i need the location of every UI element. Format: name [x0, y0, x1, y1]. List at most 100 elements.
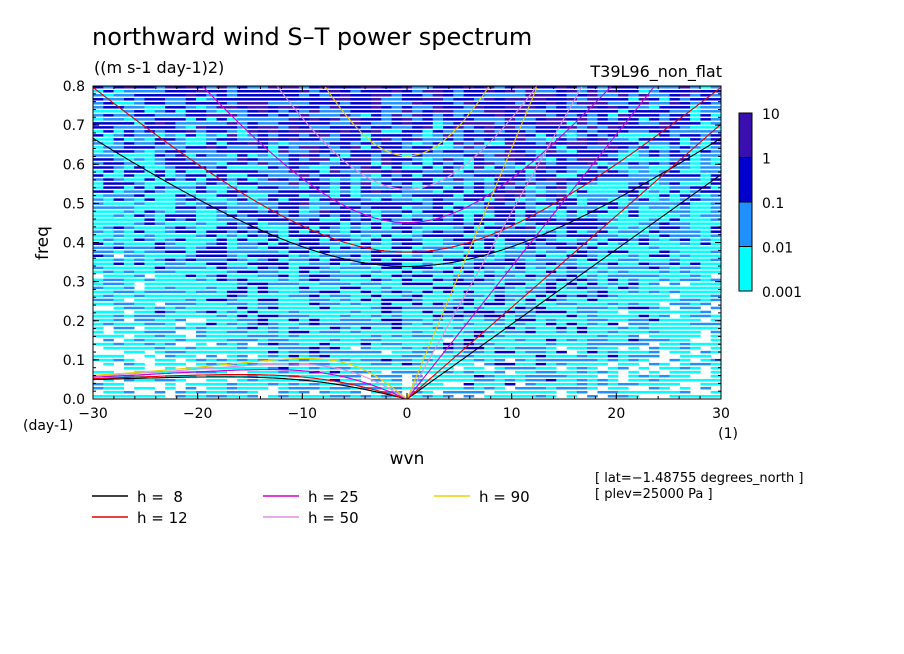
heatmap-cell	[566, 230, 578, 233]
heatmap-cell	[185, 102, 228, 105]
heatmap-cell	[535, 122, 567, 125]
heatmap-cell	[165, 186, 197, 189]
heatmap-cell	[473, 298, 495, 302]
heatmap-cell	[195, 346, 238, 350]
heatmap-cell	[669, 358, 681, 362]
heatmap-cell	[566, 226, 598, 229]
heatmap-cell	[566, 298, 588, 302]
heatmap-cell	[453, 170, 464, 173]
heatmap-cell	[576, 170, 588, 173]
heatmap-cell	[648, 226, 660, 229]
heatmap-cell	[463, 102, 475, 105]
heatmap-cell	[525, 326, 536, 330]
heatmap-cell	[597, 334, 609, 338]
heatmap-cell	[463, 150, 506, 153]
heatmap-cell	[669, 266, 681, 270]
heatmap-cell	[700, 94, 712, 97]
heatmap-cell	[628, 270, 660, 274]
heatmap-cell	[360, 286, 382, 290]
heatmap-cell	[278, 350, 289, 354]
heatmap-cell	[597, 182, 629, 185]
heatmap-cell	[350, 262, 361, 266]
heatmap-cell	[669, 158, 681, 161]
heatmap-cell	[165, 86, 176, 89]
heatmap-cell	[391, 158, 413, 161]
heatmap-cell	[165, 122, 176, 125]
heatmap-cell	[453, 174, 475, 177]
heatmap-cell	[607, 278, 619, 282]
heatmap-cell	[504, 270, 526, 274]
heatmap-cell	[525, 322, 547, 326]
heatmap-cell	[484, 346, 495, 350]
heatmap-cell	[525, 206, 536, 209]
heatmap-cell	[185, 158, 238, 161]
heatmap-cell	[329, 378, 341, 382]
heatmap-cell	[237, 242, 259, 245]
heatmap-cell	[710, 218, 722, 221]
heatmap-cell	[195, 342, 207, 346]
heatmap-cell	[597, 158, 619, 161]
heatmap-cell	[268, 290, 279, 294]
heatmap-cell	[391, 238, 413, 241]
heatmap-cell	[628, 310, 701, 314]
heatmap-cell	[463, 338, 475, 342]
heatmap-cell	[329, 118, 341, 121]
heatmap-cell	[607, 290, 629, 294]
heatmap-cell	[566, 90, 578, 93]
heatmap-cell	[175, 194, 186, 197]
heatmap-cell	[494, 378, 506, 382]
heatmap-cell	[165, 230, 176, 233]
heatmap-cell	[556, 322, 567, 326]
heatmap-cell	[453, 274, 475, 278]
heatmap-cell	[618, 110, 629, 113]
heatmap-cell	[237, 86, 248, 89]
heatmap-cell	[587, 350, 598, 354]
heatmap-cell	[710, 162, 722, 165]
heatmap-cell	[587, 278, 598, 282]
heatmap-cell	[710, 142, 722, 145]
heatmap-cell	[113, 158, 125, 161]
heatmap-cell	[484, 270, 495, 274]
heatmap-cell	[329, 190, 341, 193]
heatmap-cell	[195, 274, 207, 278]
heatmap-cell	[391, 94, 403, 97]
heatmap-cell	[535, 278, 547, 282]
heatmap-cell	[216, 238, 228, 241]
heatmap-cell	[350, 118, 361, 121]
heatmap-cell	[566, 86, 578, 89]
heatmap-cell	[700, 350, 712, 354]
heatmap-cell	[453, 246, 464, 249]
heatmap-cell	[340, 182, 351, 185]
heatmap-cell	[268, 330, 279, 334]
heatmap-cell	[545, 190, 567, 193]
heatmap-cell	[412, 334, 434, 338]
heatmap-cell	[175, 206, 197, 209]
heatmap-cell	[494, 390, 557, 394]
heatmap-cell	[278, 186, 300, 189]
heatmap-cell	[93, 166, 114, 169]
heatmap-cell	[566, 150, 578, 153]
heatmap-cell	[648, 378, 660, 382]
heatmap-cell	[515, 258, 526, 262]
x-tick-label: 30	[712, 406, 730, 422]
heatmap-cell	[370, 174, 382, 177]
heatmap-cell	[401, 190, 434, 193]
heatmap-cell	[226, 310, 238, 314]
heatmap-cell	[329, 306, 372, 310]
heatmap-cell	[525, 290, 547, 294]
heatmap-cell	[237, 234, 248, 237]
heatmap-cell	[535, 274, 567, 278]
heatmap-cell	[494, 206, 526, 209]
heatmap-cell	[319, 390, 331, 394]
heatmap-cell	[422, 230, 434, 233]
heatmap-cell	[370, 182, 382, 185]
rossby-curve	[92, 369, 408, 400]
heatmap-cell	[443, 302, 464, 306]
heatmap-cell	[360, 118, 382, 121]
heatmap-cell	[298, 242, 320, 245]
heatmap-cell	[93, 258, 114, 262]
heatmap-cell	[93, 206, 135, 209]
heatmap-cell	[247, 114, 269, 117]
heatmap-cell	[484, 162, 495, 165]
